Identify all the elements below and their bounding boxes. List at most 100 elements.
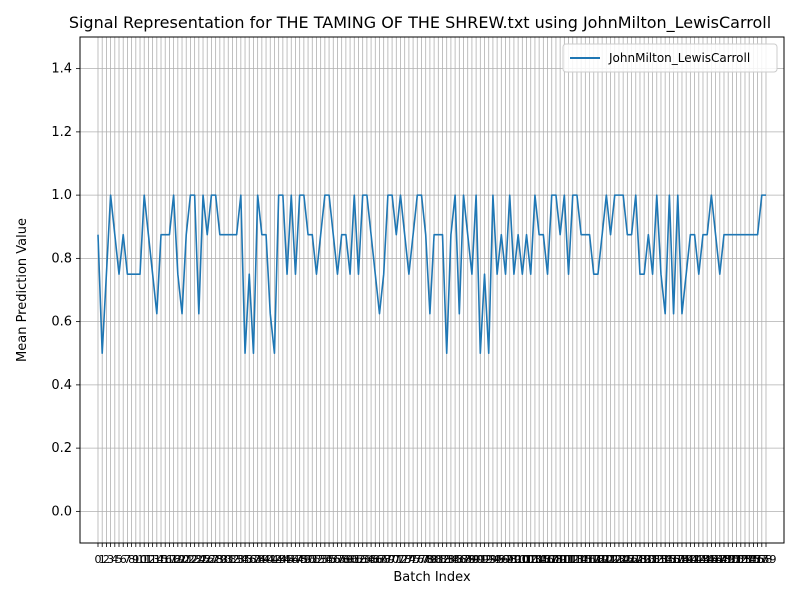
x-tick-label: 134 [650, 553, 671, 566]
x-tick-label: 29 [213, 553, 227, 566]
x-tick-label: 71 [389, 553, 403, 566]
x-tick-label: 64 [360, 553, 374, 566]
x-tick-label: 140 [676, 553, 697, 566]
legend: JohnMilton_LewisCarroll [562, 43, 778, 73]
x-tick-label: 151 [722, 553, 743, 566]
x-tick-label: 131 [638, 553, 659, 566]
x-tick-label: 159 [756, 553, 777, 566]
grid [80, 37, 784, 543]
x-tick-label: 154 [734, 553, 755, 566]
x-tick-label: 41 [263, 553, 277, 566]
x-tick-label: 28 [209, 553, 223, 566]
x-tick-label: 69 [381, 553, 395, 566]
y-tick-label: 0.4 [51, 378, 72, 393]
x-tick-label: 122 [600, 553, 621, 566]
y-tick-label: 1.2 [51, 125, 72, 140]
x-tick-label: 114 [566, 553, 587, 566]
x-tick-label: 158 [751, 553, 772, 566]
x-tick-label: 88 [461, 553, 475, 566]
x-tick-label: 78 [419, 553, 433, 566]
x-tick-label: 84 [444, 553, 458, 566]
x-tick-label: 27 [204, 553, 218, 566]
series-layer [97, 194, 766, 355]
x-tick-label: 57 [330, 553, 344, 566]
x-tick-label: 47 [288, 553, 302, 566]
x-tick-label: 117 [579, 553, 600, 566]
x-tick-label: 95 [490, 553, 504, 566]
x-tick-label: 72 [393, 553, 407, 566]
x-tick-label: 142 [684, 553, 705, 566]
x-tick-label: 32 [225, 553, 239, 566]
x-tick-label: 102 [516, 553, 537, 566]
x-tick-label: 21 [179, 553, 193, 566]
x-tick-label: 54 [318, 553, 332, 566]
x-tick-label: 52 [309, 553, 323, 566]
x-tick-label: 138 [667, 553, 688, 566]
x-tick-label: 26 [200, 553, 214, 566]
x-tick-label: 99 [507, 553, 521, 566]
x-tick-label: 124 [608, 553, 629, 566]
y-axis-label: Mean Prediction Value [15, 218, 30, 362]
x-tick-label: 51 [305, 553, 319, 566]
x-tick-label: 148 [709, 553, 730, 566]
x-tick-label: 37 [246, 553, 260, 566]
x-tick-label: 101 [512, 553, 533, 566]
x-tick-label: 79 [423, 553, 437, 566]
x-tick-label: 67 [372, 553, 386, 566]
x-tick-label: 31 [221, 553, 235, 566]
y-tick-label: 1.0 [51, 188, 72, 203]
legend-box [562, 43, 778, 73]
x-tick-label: 143 [688, 553, 709, 566]
x-tick-label: 147 [705, 553, 726, 566]
x-tick-label: 81 [431, 553, 445, 566]
x-tick-label: 156 [743, 553, 764, 566]
x-tick-label: 146 [701, 553, 722, 566]
x-tick-label: 152 [726, 553, 747, 566]
x-axis-label: Batch Index [393, 570, 471, 585]
x-tick-label: 104 [524, 553, 545, 566]
x-tick-label: 111 [554, 553, 575, 566]
x-tick-label: 66 [368, 553, 382, 566]
y-tick-label: 0.6 [51, 315, 72, 330]
x-tick-label: 14 [150, 553, 164, 566]
x-tick-label: 62 [351, 553, 365, 566]
x-tick-label: 105 [529, 553, 550, 566]
x-tick-label: 93 [482, 553, 496, 566]
x-tick-label: 94 [486, 553, 500, 566]
x-tick-label: 48 [293, 553, 307, 566]
x-tick-label: 58 [335, 553, 349, 566]
x-tick-label: 56 [326, 553, 340, 566]
x-tick-label: 49 [297, 553, 311, 566]
x-tick-label: 126 [617, 553, 638, 566]
x-tick-label: 70 [385, 553, 399, 566]
x-axis-ticks: 0123456789101112131415161718192021222324… [95, 543, 777, 566]
x-tick-label: 60 [343, 553, 357, 566]
x-tick-label: 45 [280, 553, 294, 566]
x-tick-label: 157 [747, 553, 768, 566]
x-tick-label: 127 [621, 553, 642, 566]
x-tick-label: 12 [141, 553, 155, 566]
x-tick-label: 39 [255, 553, 269, 566]
x-tick-label: 25 [196, 553, 210, 566]
x-tick-label: 119 [587, 553, 608, 566]
x-tick-label: 92 [478, 553, 492, 566]
legend-label: JohnMilton_LewisCarroll [608, 51, 750, 65]
x-tick-label: 110 [550, 553, 571, 566]
x-tick-label: 116 [575, 553, 596, 566]
x-tick-label: 128 [625, 553, 646, 566]
x-tick-label: 46 [284, 553, 298, 566]
y-tick-label: 0.0 [51, 504, 72, 519]
x-tick-label: 98 [503, 553, 517, 566]
x-tick-label: 118 [583, 553, 604, 566]
x-tick-label: 9 [132, 553, 139, 566]
x-tick-label: 100 [508, 553, 529, 566]
x-tick-label: 36 [242, 553, 256, 566]
x-tick-label: 136 [659, 553, 680, 566]
x-tick-label: 44 [276, 553, 290, 566]
x-tick-label: 6 [120, 553, 127, 566]
x-tick-label: 108 [541, 553, 562, 566]
x-tick-label: 34 [234, 553, 248, 566]
x-tick-label: 121 [596, 553, 617, 566]
x-tick-label: 91 [473, 553, 487, 566]
x-tick-label: 18 [167, 553, 181, 566]
